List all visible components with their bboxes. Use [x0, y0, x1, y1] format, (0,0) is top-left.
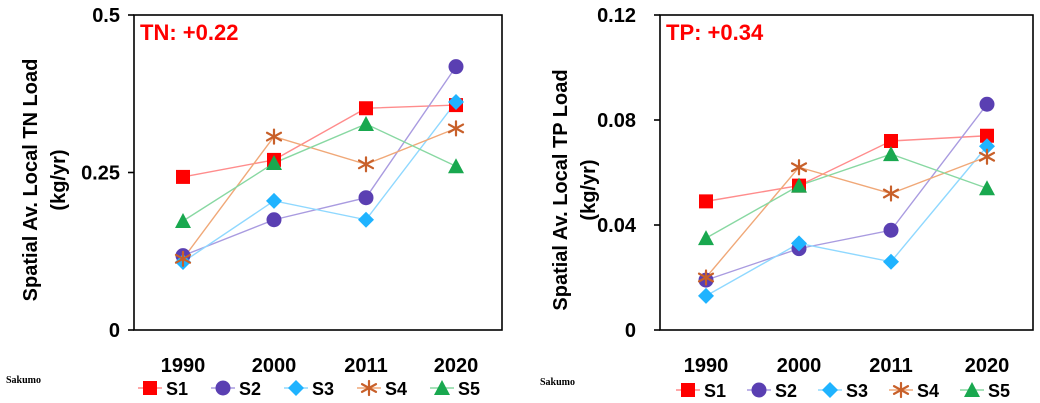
data-point-s2: [266, 212, 282, 228]
legend-label-s3: S3: [312, 379, 334, 399]
y-axis-unit-label: (kg/yr): [48, 149, 70, 210]
site-label: Sakumo: [540, 377, 575, 388]
legend-label-s5: S5: [988, 381, 1010, 401]
data-point-s5: [266, 155, 282, 171]
change-annotation: TN: +0.22: [140, 20, 238, 45]
data-point-s3: [358, 211, 374, 228]
data-point-s3: [448, 93, 464, 110]
series-line-s5: [182, 123, 457, 222]
legend-marker-s1: [681, 383, 695, 397]
y-tick-label: 0.12: [597, 5, 636, 27]
y-axis-unit-label: (kg/yr): [578, 159, 600, 220]
data-point-s4: [978, 148, 996, 165]
legend-label-s2: S2: [775, 381, 797, 401]
series-line-s5: [705, 153, 988, 239]
y-tick-label: 0.5: [92, 5, 120, 27]
legend-label-s2: S2: [239, 379, 261, 399]
x-tick-label: 2020: [434, 355, 479, 377]
data-point-s5: [883, 146, 899, 162]
data-point-s2: [448, 59, 464, 75]
y-tick-label: 0.04: [597, 215, 637, 237]
legend-label-s1: S1: [166, 379, 188, 399]
y-tick-label: 0.25: [81, 163, 120, 185]
legend-marker-s1: [143, 381, 157, 395]
legend-marker-s5: [434, 380, 450, 395]
x-tick-label: 1990: [161, 355, 206, 377]
y-tick-label: 0: [109, 320, 120, 342]
legend-label-s1: S1: [704, 381, 726, 401]
legend-marker-s3: [822, 382, 838, 398]
data-point-s5: [979, 180, 995, 196]
series-line-s3: [182, 101, 457, 263]
x-tick-label: 1990: [684, 355, 729, 377]
data-point-s1: [176, 169, 190, 184]
series-line-s1: [705, 135, 988, 203]
x-tick-label: 2000: [252, 355, 297, 377]
x-tick-label: 2000: [777, 355, 822, 377]
series-line-s3: [705, 145, 988, 297]
data-point-s5: [698, 230, 714, 246]
site-label: Sakumo: [6, 375, 41, 386]
data-point-s4: [882, 185, 900, 202]
data-point-s1: [980, 128, 994, 143]
data-point-s2: [883, 222, 899, 238]
data-point-s1: [884, 134, 898, 148]
data-point-s4: [265, 128, 283, 145]
legend-label-s5: S5: [458, 379, 480, 399]
data-point-s5: [448, 158, 464, 174]
y-tick-label: 0.08: [597, 110, 636, 132]
legend-marker-s5: [964, 382, 980, 397]
x-tick-label: 2020: [965, 355, 1010, 377]
data-point-s3: [266, 192, 282, 209]
y-tick-label: 0: [625, 320, 636, 342]
y-axis-label: Spatial Av. Local TP Load: [550, 69, 572, 310]
legend-marker-s2: [215, 380, 231, 396]
data-point-s4: [174, 250, 192, 267]
y-axis-label: Spatial Av. Local TN Load: [20, 59, 42, 302]
series-line-s2: [705, 103, 988, 281]
data-point-s5: [175, 213, 191, 229]
data-point-s1: [359, 101, 373, 116]
x-tick-label: 2011: [869, 355, 912, 377]
data-point-s1: [699, 194, 713, 209]
change-annotation: TP: +0.34: [666, 20, 764, 45]
series-line-s4: [705, 156, 988, 278]
plot-frame: [659, 14, 1034, 331]
data-point-s5: [358, 115, 374, 131]
x-tick-label: 2011: [344, 355, 387, 377]
legend-marker-s2: [751, 382, 767, 398]
data-point-s3: [883, 253, 899, 270]
data-point-s3: [979, 138, 995, 155]
legend-label-s3: S3: [846, 381, 868, 401]
legend-label-s4: S4: [917, 381, 939, 401]
data-point-s3: [698, 287, 714, 304]
data-point-s5: [791, 177, 807, 193]
data-point-s4: [697, 269, 715, 286]
series-line-s4: [182, 127, 457, 260]
data-point-s3: [791, 235, 807, 252]
data-point-s2: [358, 190, 374, 206]
legend-label-s4: S4: [385, 379, 407, 399]
series-line-s1: [182, 104, 457, 178]
legend-marker-s3: [288, 380, 304, 396]
data-point-s4: [357, 156, 375, 173]
data-point-s4: [447, 120, 465, 137]
legend-marker-s4: [892, 381, 910, 399]
legend-marker-s4: [360, 379, 378, 397]
data-point-s2: [979, 96, 995, 112]
data-point-s4: [790, 159, 808, 176]
series-line-s2: [182, 66, 457, 257]
